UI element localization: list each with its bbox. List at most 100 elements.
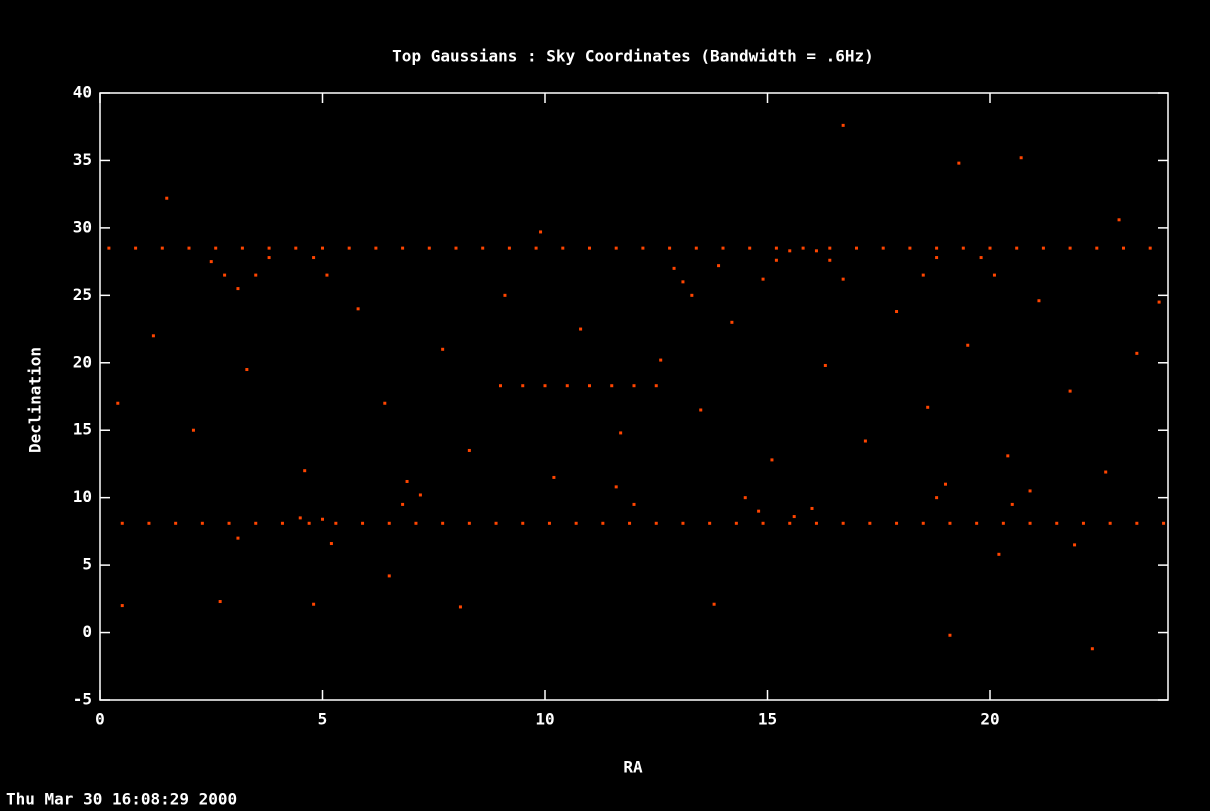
point: [151, 334, 155, 338]
point: [223, 273, 227, 277]
point: [961, 246, 965, 250]
point: [1162, 521, 1166, 525]
point: [654, 384, 658, 388]
point: [641, 246, 645, 250]
point: [761, 277, 765, 281]
point: [935, 496, 939, 500]
y-tick-label: 10: [73, 487, 92, 506]
point: [539, 230, 543, 234]
point: [116, 401, 120, 405]
point: [1001, 521, 1005, 525]
y-tick-label: 0: [82, 622, 92, 641]
point: [329, 542, 333, 546]
point: [659, 358, 663, 362]
point: [614, 246, 618, 250]
x-tick-label: 5: [318, 710, 328, 729]
plot-frame: [99, 92, 1169, 701]
point: [405, 479, 409, 483]
point: [401, 502, 405, 506]
y-tick-label: 15: [73, 420, 92, 439]
y-tick-label: 25: [73, 285, 92, 304]
point: [1108, 521, 1112, 525]
point: [401, 246, 405, 250]
point: [454, 246, 458, 250]
point: [503, 293, 507, 297]
y-tick-label: 20: [73, 352, 92, 371]
point: [668, 246, 672, 250]
point: [547, 521, 551, 525]
point: [191, 428, 195, 432]
point: [441, 347, 445, 351]
point: [1104, 470, 1108, 474]
point: [681, 280, 685, 284]
point: [227, 521, 231, 525]
point: [458, 605, 462, 609]
point: [823, 363, 827, 367]
point: [298, 516, 302, 520]
chart-title: Top Gaussians : Sky Coordinates (Bandwid…: [392, 47, 874, 66]
point: [921, 273, 925, 277]
timestamp: Thu Mar 30 16:08:29 2000: [6, 790, 237, 809]
point: [926, 405, 930, 409]
point: [160, 246, 164, 250]
point: [294, 246, 298, 250]
point: [579, 327, 583, 331]
point: [694, 246, 698, 250]
point: [1090, 647, 1094, 651]
point: [214, 246, 218, 250]
point: [107, 246, 111, 250]
point: [1015, 246, 1019, 250]
point: [979, 256, 983, 260]
x-tick-label: 0: [95, 710, 105, 729]
point: [561, 246, 565, 250]
point: [200, 521, 204, 525]
x-tick-label: 15: [758, 710, 777, 729]
point: [574, 521, 578, 525]
point: [957, 161, 961, 165]
point: [356, 307, 360, 311]
point: [240, 246, 244, 250]
point: [654, 521, 658, 525]
point: [218, 600, 222, 604]
point: [614, 485, 618, 489]
y-tick-label: 40: [73, 83, 92, 102]
point: [1028, 521, 1032, 525]
point: [521, 384, 525, 388]
point: [312, 256, 316, 260]
point: [610, 384, 614, 388]
point: [174, 521, 178, 525]
point: [1068, 389, 1072, 393]
point: [1019, 156, 1023, 160]
point: [757, 509, 761, 513]
point: [1122, 246, 1125, 250]
point: [997, 552, 1001, 556]
point: [1135, 521, 1139, 525]
point: [748, 246, 752, 250]
point: [672, 266, 676, 270]
point: [387, 574, 391, 578]
point: [841, 521, 845, 525]
point: [895, 310, 899, 314]
point: [414, 521, 418, 525]
point: [717, 264, 721, 268]
point: [209, 260, 213, 264]
point: [374, 246, 378, 250]
point: [788, 249, 792, 253]
point: [321, 517, 324, 521]
point: [743, 496, 747, 500]
point: [307, 521, 311, 525]
point: [1006, 454, 1010, 458]
point: [361, 521, 365, 525]
point: [975, 521, 979, 525]
point: [721, 246, 725, 250]
point: [619, 431, 623, 435]
point: [730, 320, 734, 324]
point: [699, 408, 703, 412]
point: [908, 246, 912, 250]
point: [494, 521, 498, 525]
x-tick-label: 20: [980, 710, 999, 729]
point: [165, 196, 169, 200]
point: [120, 521, 124, 525]
point: [814, 521, 818, 525]
